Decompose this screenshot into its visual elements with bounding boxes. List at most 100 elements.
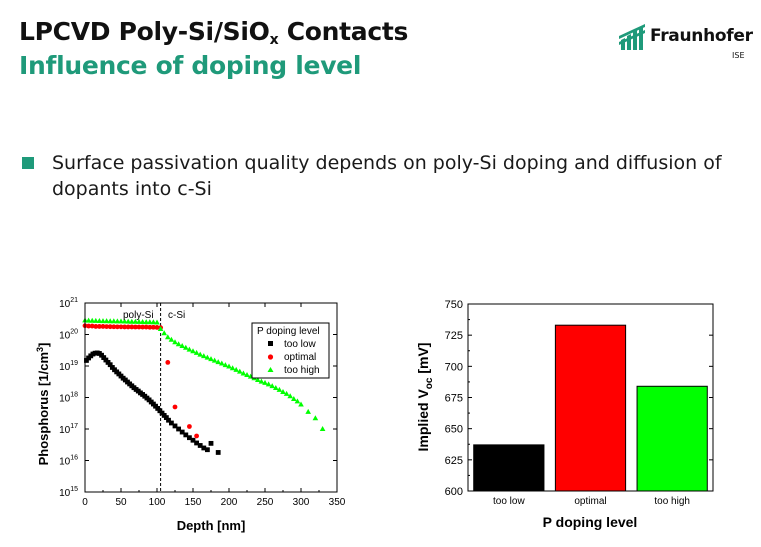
data-point-too-low — [101, 355, 107, 360]
x-tick-label: too low — [493, 496, 525, 507]
c-si-region-label: c-Si — [168, 310, 185, 321]
logo-wordmark: Fraunhofer — [650, 26, 753, 46]
data-point-optimal — [129, 324, 135, 330]
title-subscript: x — [269, 32, 279, 48]
data-point-too-high — [190, 348, 196, 354]
legend-label-optimal: optimal — [284, 352, 316, 363]
data-point-optimal — [86, 323, 91, 329]
y-tick-label: 675 — [445, 393, 463, 405]
title-main-text: LPCVD Poly-Si/SiO — [19, 17, 270, 46]
legend-box — [251, 322, 330, 379]
data-point-too-high — [147, 319, 153, 325]
logo-subtext: ISE — [732, 51, 745, 60]
data-point-too-high — [136, 318, 142, 324]
data-point-too-high — [139, 318, 146, 324]
x-tick-label: 200 — [221, 497, 238, 508]
x-tick-label: 300 — [293, 497, 310, 508]
data-point-optimal — [147, 324, 153, 330]
data-point-optimal — [140, 324, 145, 330]
data-point-optimal — [118, 324, 124, 330]
data-point-too-high — [258, 378, 265, 384]
data-point-too-high — [219, 360, 225, 366]
data-point-too-low — [176, 426, 181, 432]
data-point-too-high — [154, 319, 160, 325]
data-point-optimal — [187, 424, 192, 429]
data-point-too-high — [291, 395, 297, 401]
bar-too-high — [636, 385, 708, 492]
data-point-too-low — [166, 417, 171, 423]
data-point-optimal — [172, 404, 178, 410]
data-point-too-high — [111, 318, 117, 324]
data-point-too-high — [186, 346, 193, 352]
y-tick-label: 1017 — [59, 423, 78, 436]
y-axis-label: Phosphorus [1/cm3] — [35, 343, 51, 466]
data-point-too-high — [197, 351, 203, 357]
data-point-too-high — [132, 318, 139, 324]
data-point-too-high — [298, 401, 304, 407]
data-point-too-high — [276, 386, 283, 392]
data-point-optimal — [100, 324, 106, 329]
data-point-too-high — [255, 376, 261, 382]
data-point-too-high — [319, 426, 326, 431]
y-tick-label: 725 — [445, 330, 463, 342]
voc-plot-area — [473, 324, 708, 492]
title-end-text: Contacts — [278, 17, 409, 46]
data-point-too-high — [280, 388, 286, 394]
x-tick-label: 350 — [329, 497, 346, 508]
fraunhofer-logo: Fraunhofer ISE — [619, 20, 753, 64]
data-point-too-high — [107, 318, 113, 324]
data-point-too-high — [183, 344, 189, 350]
bar-optimal — [554, 324, 627, 492]
data-point-too-high — [129, 318, 135, 324]
slide-title: LPCVD Poly-Si/SiOx Contacts — [19, 17, 408, 48]
profile-plot-area — [82, 303, 326, 492]
data-point-too-low — [183, 432, 189, 438]
data-point-too-high — [265, 381, 272, 387]
data-point-too-high — [103, 318, 110, 324]
y-axis-label: Implied Voc [mV] — [415, 343, 435, 452]
x-tick-label: optimal — [574, 496, 606, 507]
implied-voc-chart: too low optimal too high 600 625 650 675 700 725… — [415, 299, 714, 530]
y-tick-label: 750 — [445, 299, 463, 311]
legend-label-too-high: too high — [284, 365, 320, 376]
y-tick-label: 600 — [445, 486, 463, 498]
voc-axes: too low optimal too high 600 625 650 675 700 725… — [445, 299, 714, 507]
data-point-too-high — [121, 318, 128, 324]
data-point-too-low — [107, 362, 113, 368]
data-point-too-high — [168, 336, 175, 342]
data-point-too-high — [240, 370, 247, 376]
data-point-too-high — [222, 362, 229, 368]
data-point-too-low — [194, 440, 199, 446]
data-point-too-high — [157, 325, 164, 331]
data-point-too-high — [114, 318, 121, 324]
x-tick-label: 250 — [257, 497, 274, 508]
slide-subtitle: Influence of doping level — [19, 51, 362, 80]
data-point-too-high — [273, 385, 279, 391]
data-point-optimal — [151, 324, 156, 330]
data-point-optimal — [111, 324, 117, 330]
data-point-optimal — [154, 325, 160, 330]
data-point-optimal — [165, 360, 171, 365]
legend-marker-too-low — [268, 341, 273, 346]
data-point-too-high — [165, 334, 171, 340]
data-point-optimal — [115, 324, 120, 330]
data-point-too-high — [89, 317, 95, 323]
data-point-too-low — [215, 450, 221, 455]
legend-marker-optimal — [267, 354, 274, 360]
data-point-too-high — [96, 318, 103, 324]
bar-too-low — [473, 444, 545, 492]
y-tick-label: 625 — [445, 455, 463, 467]
data-point-too-low — [187, 435, 192, 441]
x-axis-label: P doping level — [543, 514, 638, 530]
data-point-too-high — [305, 408, 311, 414]
legend-label-too-low: too low — [284, 339, 316, 350]
data-point-too-high — [226, 363, 232, 369]
x-axis-label: Depth [nm] — [177, 518, 246, 533]
data-point-too-low — [103, 357, 109, 363]
data-point-too-high — [100, 318, 106, 324]
data-point-too-low — [205, 447, 210, 453]
data-point-too-high — [229, 365, 236, 371]
data-point-optimal — [89, 323, 95, 329]
y-tick-label: 1016 — [59, 455, 78, 468]
